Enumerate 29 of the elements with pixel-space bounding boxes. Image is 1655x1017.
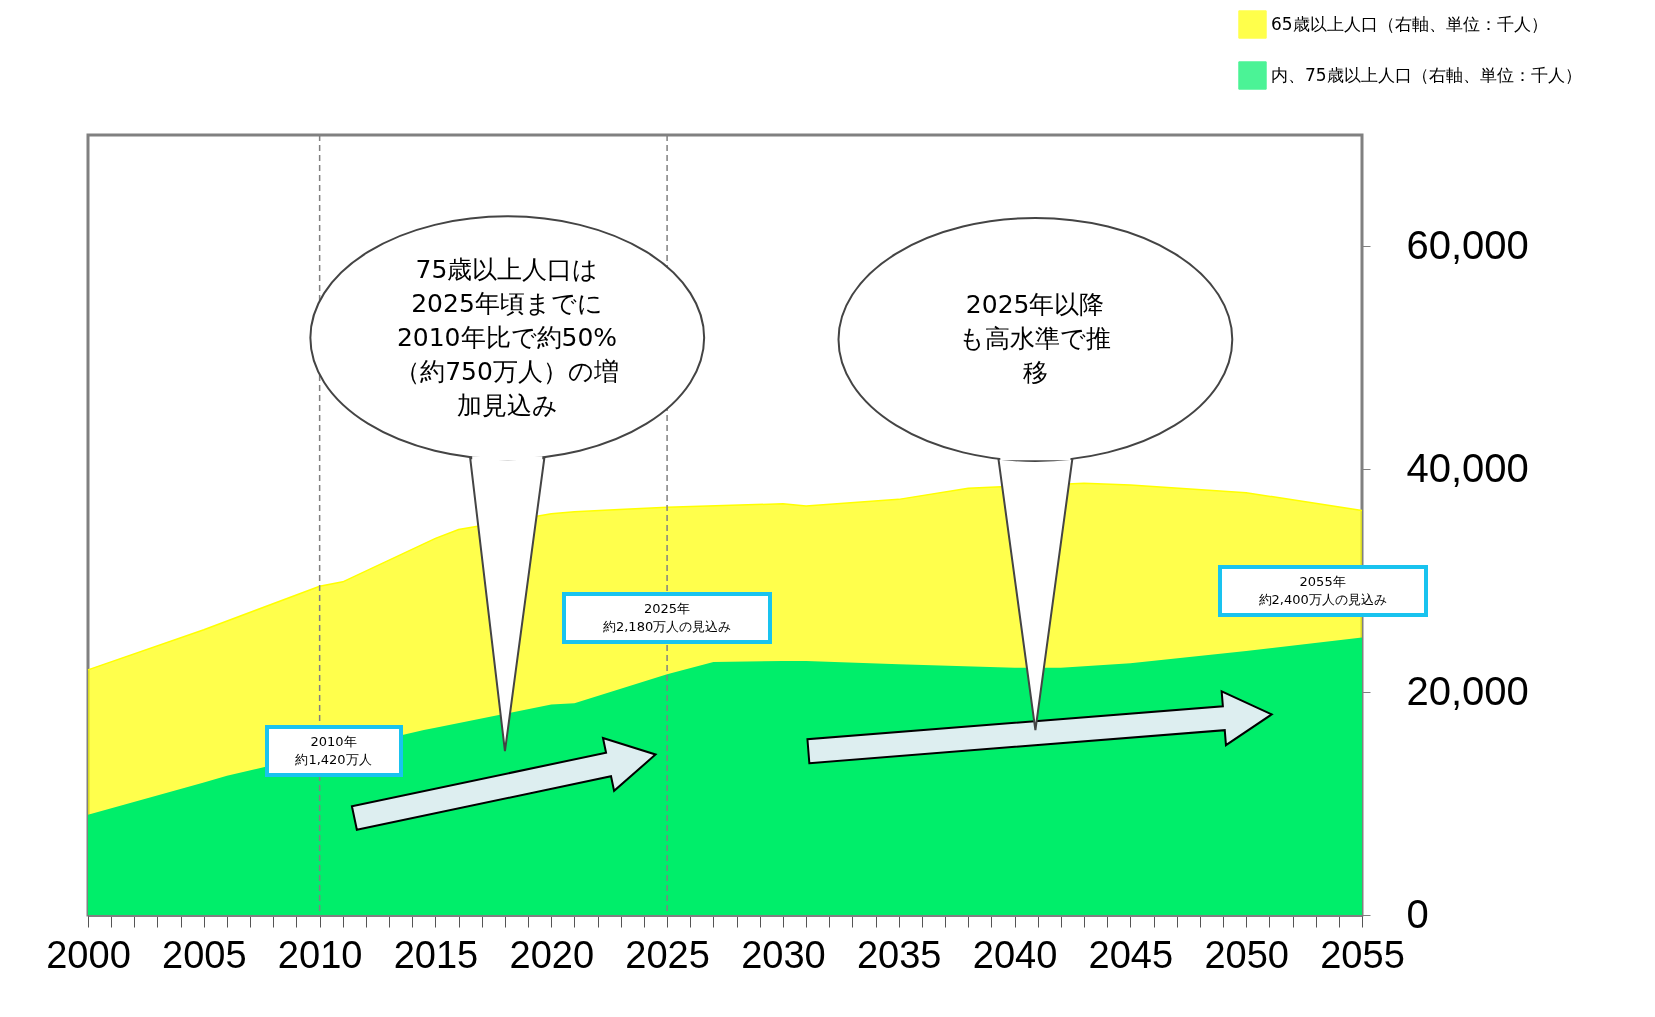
label-box: 2010年 約1,420万人 (264, 725, 403, 778)
y-tick-label: 60,000 (1406, 222, 1529, 267)
x-tick-label: 2010 (277, 933, 363, 976)
y-tick-label: 20,000 (1406, 668, 1529, 713)
x-tick-label: 2025 (625, 933, 710, 976)
x-tick-label: 2045 (1088, 933, 1174, 976)
x-tick-label: 2050 (1204, 933, 1289, 976)
legend-label: 内、75歳以上人口（右軸、単位：千人） (1271, 64, 1582, 85)
x-tick-label: 2030 (741, 933, 826, 976)
x-tick-label: 2035 (856, 933, 942, 976)
annotation: 約2,400万人の見込み (1258, 590, 1387, 609)
x-tick-label: 2040 (972, 933, 1058, 976)
x-tick-label: 2020 (509, 933, 595, 976)
annotation: 約1,420万人 (295, 751, 372, 770)
annotation: 約2,180万人の見込み (602, 617, 732, 636)
label-box: 2055年 約2,400万人の見込み (1217, 564, 1428, 617)
x-tick-label: 2005 (162, 933, 247, 976)
label-box: 2025年 約2,180万人の見込み (562, 591, 773, 644)
y-tick-label: 40,000 (1406, 445, 1529, 490)
x-tick-label: 2055 (1320, 933, 1405, 976)
x-tick-label: 2000 (46, 933, 131, 976)
annotation: 2025年以降も高水準で推移 (958, 289, 1113, 390)
legend-label: 65歳以上人口（右軸、単位：千人） (1271, 13, 1548, 34)
y-tick-label: 0 (1406, 891, 1429, 936)
annotation: 2010年 (310, 733, 357, 752)
annotation: 75歳以上人口は2025年頃までに2010年比で約50%（約750万人）の増加見込み (394, 253, 620, 422)
annotation: 2025年 (644, 599, 691, 618)
annotation: 2055年 (1299, 572, 1346, 591)
x-tick-label: 2015 (393, 933, 479, 976)
